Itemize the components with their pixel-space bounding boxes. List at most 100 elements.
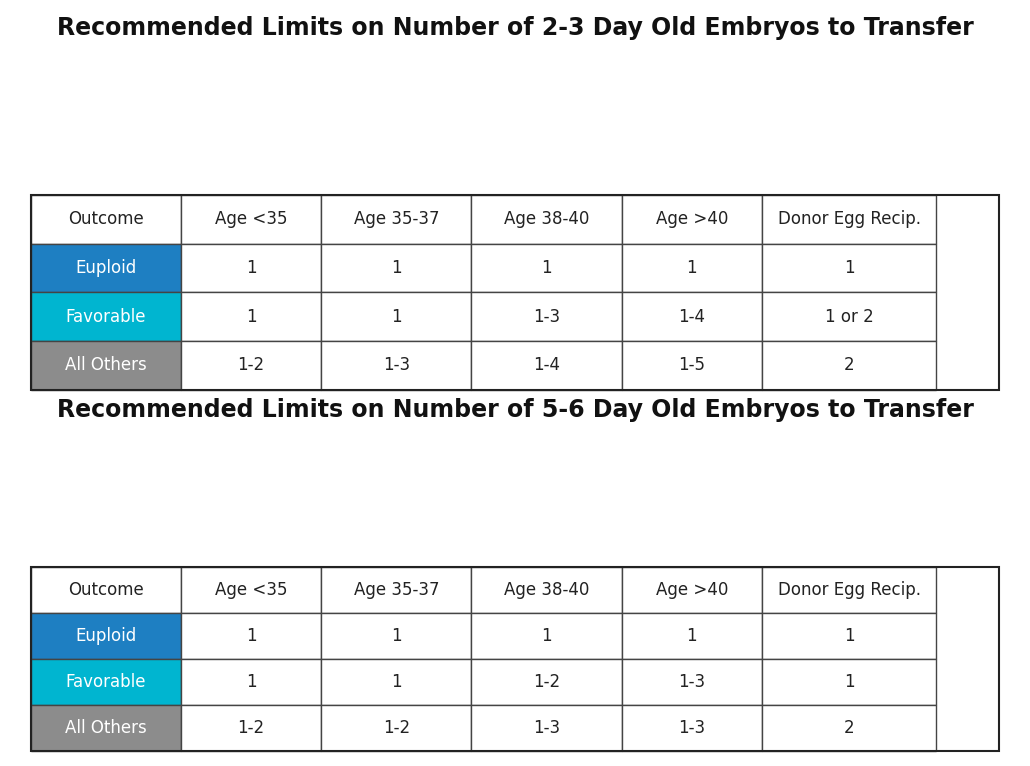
Text: Age 35-37: Age 35-37 (353, 210, 439, 228)
Bar (31, 195, 181, 244)
Text: Age 35-37: Age 35-37 (353, 581, 439, 599)
Text: 1: 1 (844, 673, 854, 691)
Bar (31, 613, 181, 659)
Text: 1: 1 (246, 673, 256, 691)
Text: 1-4: 1-4 (678, 308, 706, 326)
Bar (762, 659, 936, 705)
Bar (31, 341, 181, 390)
Bar (762, 341, 936, 390)
Text: 1-3: 1-3 (533, 719, 560, 737)
Text: 1: 1 (391, 259, 402, 277)
Bar (31, 659, 181, 705)
Bar (181, 341, 321, 390)
Text: Donor Egg Recip.: Donor Egg Recip. (778, 210, 921, 228)
Text: Age 38-40: Age 38-40 (504, 581, 589, 599)
Bar (621, 659, 762, 705)
Bar (621, 567, 762, 613)
Text: Age 38-40: Age 38-40 (504, 210, 589, 228)
Text: Age <35: Age <35 (215, 581, 287, 599)
Bar (321, 341, 472, 390)
Bar (621, 195, 762, 244)
Bar (472, 195, 621, 244)
Bar (321, 613, 472, 659)
Bar (31, 567, 181, 613)
Text: 1: 1 (844, 259, 854, 277)
Bar (472, 293, 621, 341)
Bar (31, 567, 999, 751)
Bar (31, 195, 999, 390)
Text: 1: 1 (541, 627, 552, 645)
Bar (181, 567, 321, 613)
Text: Euploid: Euploid (75, 627, 137, 645)
Bar (181, 244, 321, 293)
Text: Donor Egg Recip.: Donor Egg Recip. (778, 581, 921, 599)
Text: Euploid: Euploid (75, 259, 137, 277)
Bar (321, 567, 472, 613)
Bar (181, 613, 321, 659)
Bar (181, 195, 321, 244)
Bar (762, 567, 936, 613)
Bar (321, 705, 472, 751)
Bar (762, 244, 936, 293)
Bar (31, 293, 181, 341)
Text: 1: 1 (246, 308, 256, 326)
Bar (621, 613, 762, 659)
Text: 1-3: 1-3 (678, 719, 706, 737)
Bar (181, 705, 321, 751)
Text: 1: 1 (246, 259, 256, 277)
Bar (472, 705, 621, 751)
Text: Recommended Limits on Number of 5-6 Day Old Embryos to Transfer: Recommended Limits on Number of 5-6 Day … (57, 398, 973, 422)
Bar (181, 659, 321, 705)
Bar (31, 705, 181, 751)
Text: Age <35: Age <35 (215, 210, 287, 228)
Bar (472, 244, 621, 293)
Text: Outcome: Outcome (68, 581, 144, 599)
Bar (321, 195, 472, 244)
Bar (181, 293, 321, 341)
Bar (321, 244, 472, 293)
Text: 1: 1 (246, 627, 256, 645)
Bar (472, 567, 621, 613)
Text: All Others: All Others (65, 719, 147, 737)
Bar (472, 341, 621, 390)
Bar (762, 293, 936, 341)
Text: 1-2: 1-2 (238, 356, 265, 375)
Bar (621, 293, 762, 341)
Bar (762, 195, 936, 244)
Text: Outcome: Outcome (68, 210, 144, 228)
Text: Age >40: Age >40 (655, 581, 728, 599)
Text: 2: 2 (844, 356, 854, 375)
Bar (762, 613, 936, 659)
Text: 1-4: 1-4 (533, 356, 560, 375)
Text: 1: 1 (844, 627, 854, 645)
Text: 1: 1 (391, 308, 402, 326)
Text: 1-3: 1-3 (678, 673, 706, 691)
Bar (321, 659, 472, 705)
Bar (621, 341, 762, 390)
Text: 2: 2 (844, 719, 854, 737)
Text: Recommended Limits on Number of 2-3 Day Old Embryos to Transfer: Recommended Limits on Number of 2-3 Day … (57, 16, 973, 41)
Text: 1: 1 (686, 627, 697, 645)
Bar (621, 705, 762, 751)
Text: 1-5: 1-5 (678, 356, 706, 375)
Text: Age >40: Age >40 (655, 210, 728, 228)
Bar (472, 613, 621, 659)
Text: Favorable: Favorable (66, 673, 146, 691)
Text: 1-3: 1-3 (533, 308, 560, 326)
Text: 1: 1 (686, 259, 697, 277)
Text: 1-2: 1-2 (383, 719, 410, 737)
Text: 1 or 2: 1 or 2 (825, 308, 873, 326)
Bar (31, 244, 181, 293)
Text: 1: 1 (391, 627, 402, 645)
Text: 1: 1 (391, 673, 402, 691)
Bar (321, 293, 472, 341)
Text: All Others: All Others (65, 356, 147, 375)
Bar (472, 659, 621, 705)
Bar (621, 244, 762, 293)
Text: 1: 1 (541, 259, 552, 277)
Bar (762, 705, 936, 751)
Text: 1-3: 1-3 (383, 356, 410, 375)
Text: 1-2: 1-2 (238, 719, 265, 737)
Text: 1-2: 1-2 (533, 673, 560, 691)
Text: Favorable: Favorable (66, 308, 146, 326)
